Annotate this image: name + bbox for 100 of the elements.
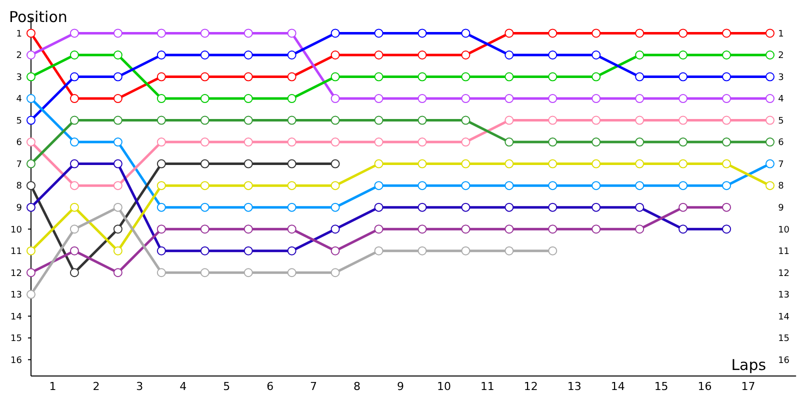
point [287,72,296,82]
point [287,268,296,278]
point [592,138,601,147]
point [244,159,253,168]
point [722,116,732,125]
point [592,28,601,38]
point [504,94,514,104]
point [374,181,384,190]
y-tick-label: 8 [16,182,22,192]
point [113,159,122,168]
y2-tick-label: 10 [778,225,790,236]
y-tick-label: 12 [10,268,22,279]
point [287,94,296,104]
point [113,181,122,190]
point [766,116,774,125]
point [200,138,210,147]
point [678,202,688,212]
y-tick-label: 10 [10,225,22,236]
point [156,72,166,82]
y-tick-label: 14 [10,312,22,322]
point [26,159,36,168]
point [504,181,514,190]
point [113,138,122,147]
point [418,116,427,125]
point [418,138,427,147]
x-tick-label: 11 [480,380,494,393]
point [374,246,384,256]
y-tick-label: 15 [10,334,22,344]
y2-tick-label: 16 [778,356,790,366]
point [200,159,210,168]
point [678,94,688,104]
x-tick-label: 3 [136,380,144,393]
point [418,224,427,234]
point [418,50,427,60]
point [244,50,253,60]
point [26,50,36,60]
point [374,50,384,60]
point [722,28,732,38]
point [635,94,644,104]
point [70,202,79,212]
point [548,138,558,147]
point [156,202,166,212]
point [113,202,122,212]
y2-tick-label: 14 [778,312,790,322]
point [200,116,210,125]
point [635,138,644,147]
point [678,181,688,190]
x-tick-label: 5 [223,380,230,393]
y-tick-label: 2 [16,51,22,62]
point [635,116,644,125]
point [504,202,514,212]
point [200,72,210,82]
x-tick-label: 4 [180,380,187,393]
point [504,138,514,147]
y-tick-label: 9 [16,203,22,214]
point [70,94,79,104]
y-axis-title: Position [9,8,68,26]
point [461,246,470,256]
point [330,159,340,168]
point [722,72,732,82]
point [70,28,79,38]
point [635,50,644,60]
point [287,202,296,212]
point [418,94,427,104]
point [330,50,340,60]
y2-tick-label: 1 [778,29,784,40]
point [26,94,36,104]
x-tick-label: 9 [397,380,404,393]
point [722,224,732,234]
y2-tick-label: 3 [778,72,784,83]
point [200,50,210,60]
x-tick-label: 12 [524,380,538,393]
point [504,159,514,168]
point [26,268,36,278]
point [374,138,384,147]
point [548,159,558,168]
point [113,94,122,104]
point [70,50,79,60]
point [200,94,210,104]
point [200,202,210,212]
point [330,116,340,125]
point [330,138,340,147]
point [722,181,732,190]
point [26,72,36,82]
point [722,94,732,104]
y2-tick-label: 8 [778,182,784,192]
point [418,72,427,82]
point [766,159,774,168]
point [504,28,514,38]
point [200,28,210,38]
point [26,138,36,147]
point [461,181,470,190]
point [287,181,296,190]
point [461,224,470,234]
point [592,72,601,82]
y-tick-label: 4 [16,94,22,105]
point [200,268,210,278]
point [287,159,296,168]
point [287,50,296,60]
point [287,116,296,125]
